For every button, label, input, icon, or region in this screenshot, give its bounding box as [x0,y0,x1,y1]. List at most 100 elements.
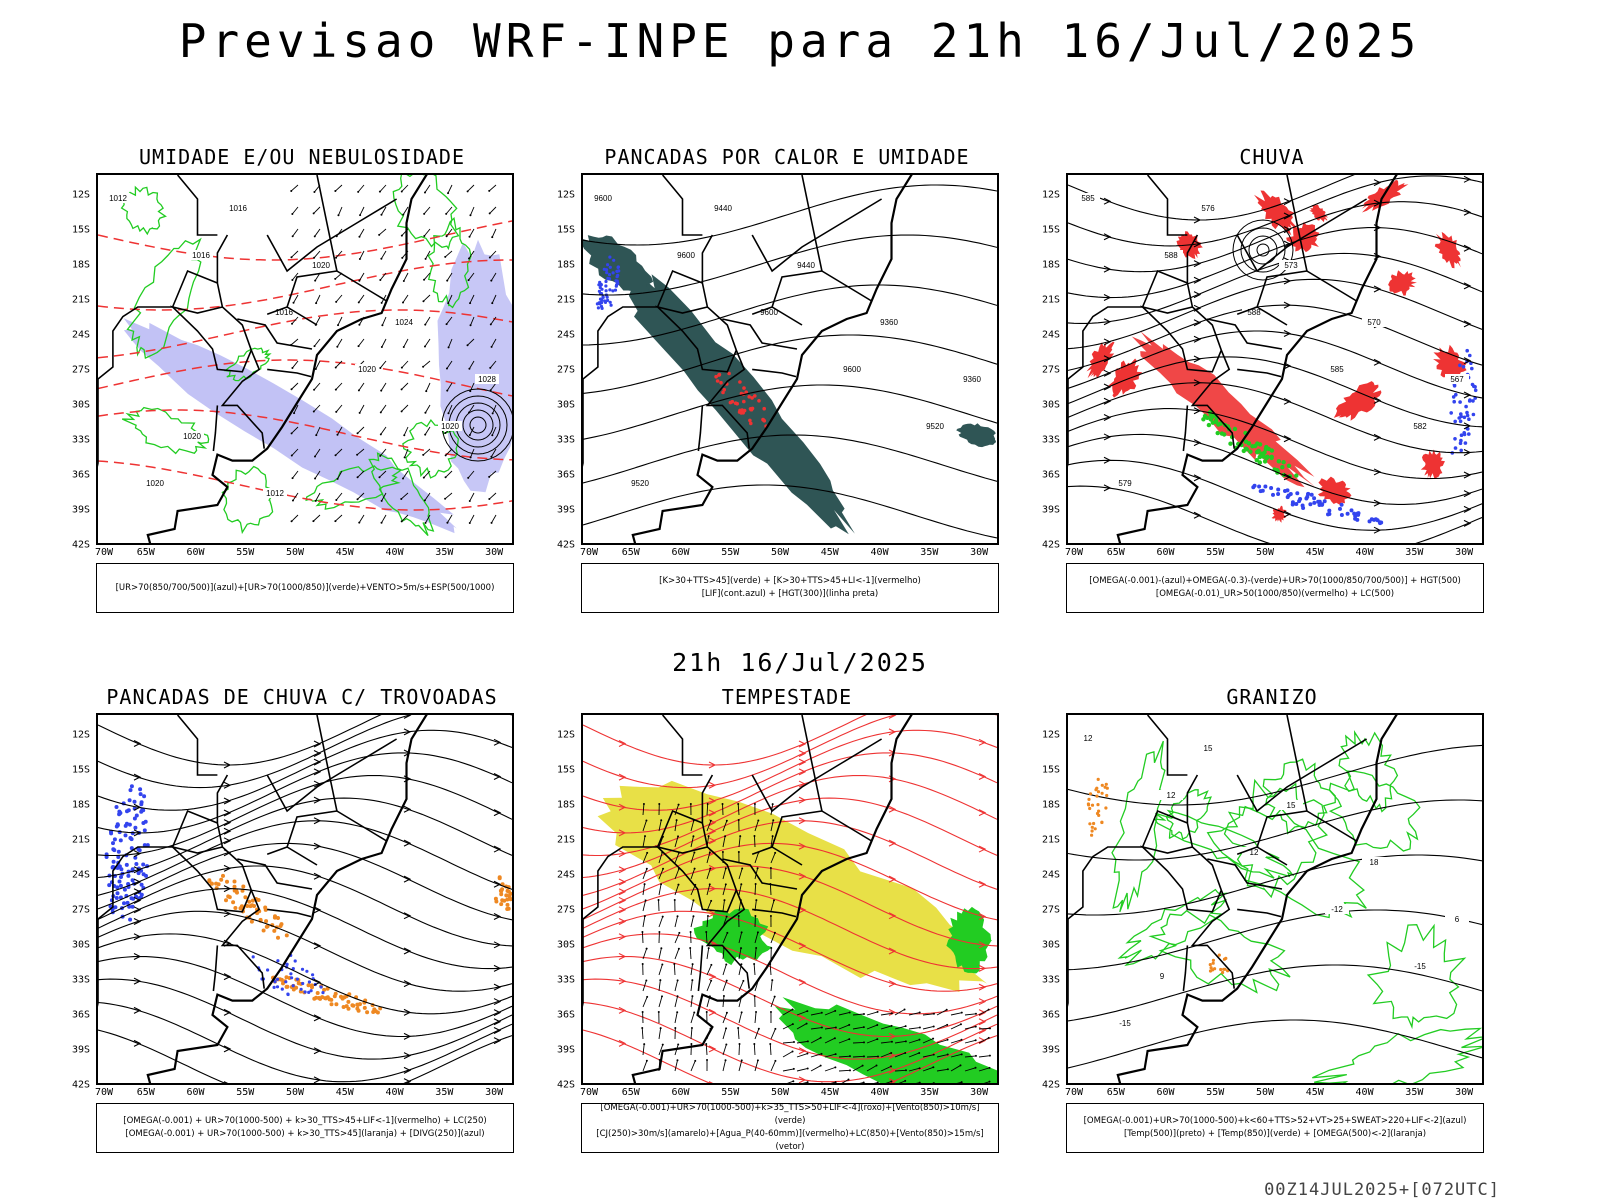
lon-tick-label: 30W [485,1087,504,1098]
political-border [176,715,218,776]
weather-dot [299,987,303,991]
streamline-arrow [888,839,897,847]
lon-tick-label: 65W [136,547,155,558]
streamline-arrow [1193,276,1202,284]
streamline [98,955,512,1038]
wind-vector [314,448,321,457]
weather-dot [504,893,509,898]
wind-vector [313,206,321,214]
streamline-arrow [888,1008,897,1016]
wind-vector [674,980,679,992]
coastline [1116,715,1398,1083]
weather-dot [291,984,295,988]
weather-dot [295,977,299,981]
contour-label-bg [1242,847,1266,857]
wind-vector-head [356,476,359,479]
weather-dot [355,1003,360,1007]
weather-dot [601,295,605,299]
wind-vector-head [358,279,361,282]
wind-vector [658,996,663,1008]
weather-dot [124,862,129,867]
streamline-arrow [1463,519,1472,527]
lat-tick-label: 30S [1041,939,1060,951]
political-border [661,175,703,236]
weather-dot [1458,363,1462,368]
weather-dot [130,904,135,909]
wind-vector-head [313,235,316,238]
lon-tick-label: 30W [485,547,504,558]
weather-dot [757,399,761,403]
wind-vector [866,1055,879,1058]
lat-tick-label: 36S [556,1009,575,1021]
streamline-arrow [1463,391,1472,399]
weather-dot [1462,415,1467,420]
weather-dot [1339,502,1344,507]
wind-vector-head [445,212,448,215]
wind-vector-head [336,433,339,436]
streamline-arrow [1283,277,1292,285]
political-border [1236,198,1368,273]
streamline-arrow [1193,379,1202,387]
political-border [701,774,714,823]
streamline [583,910,997,992]
map-svg [583,715,997,1083]
streamline-arrow [618,866,627,874]
legend-line: [CJ(250)>30m/s](amarelo)+[Agua_P(40-60mm… [596,1129,984,1152]
lon-tick-label: 65W [136,1087,155,1098]
wind-vector-head [660,819,663,822]
wind-vector [335,250,343,259]
wind-vector [690,1012,695,1024]
contour-label: 15 [1204,744,1213,753]
wind-vector [690,836,694,848]
wind-vector [705,931,708,944]
weather-dot [227,895,232,900]
lon-tick-label: 50W [286,547,305,558]
wind-vector-head [755,899,758,902]
weather-dot [309,989,313,993]
wind-vector-head [791,1023,794,1026]
lat-tick-label: 15S [71,224,90,236]
streamline-arrow [798,817,807,825]
wind-vector [866,1011,878,1016]
wind-vector [810,1037,821,1044]
streamline [1068,382,1482,454]
weather-dot [114,896,119,900]
streamline-arrow [313,942,322,950]
political-border [98,809,218,1007]
contour-label-bg [1362,857,1386,867]
wind-vector [880,1025,892,1030]
wind-vector [313,404,321,412]
streamline-arrow [403,947,412,955]
weather-dot [738,380,742,384]
wind-vector [313,250,321,259]
wind-vector [674,868,680,880]
wind-vector-head [641,1011,644,1014]
weather-dot [1208,969,1213,973]
wind-vector [754,883,757,896]
streamline-arrow [1283,240,1292,248]
weather-dot [613,288,618,292]
wind-vector [290,338,299,346]
political-border [1068,269,1188,467]
weather-dot [1269,448,1275,453]
panel-title: CHUVA [1239,145,1305,169]
contour-label-bg [1113,1018,1137,1028]
wind-vector-head [380,345,383,348]
weather-dot [1201,417,1206,422]
weather-dot [1468,353,1472,358]
wind-vector [674,884,679,896]
lon-tick-label: 60W [671,547,690,558]
temp850-contour-green [1328,770,1421,852]
lon-tick-label: 40W [1355,1087,1374,1098]
wind-vector-head [960,1011,963,1014]
contour-label: 585 [1330,365,1344,374]
wind-vector [754,1012,757,1024]
wind-vector-head [677,947,680,950]
wind-vector [658,820,662,832]
wind-vector-head [706,803,709,806]
weather-dot [284,984,289,989]
weather-dot [116,849,121,854]
wind-vector [782,1068,794,1072]
wind-vector-head [932,1025,935,1028]
wind-vector [770,932,776,944]
